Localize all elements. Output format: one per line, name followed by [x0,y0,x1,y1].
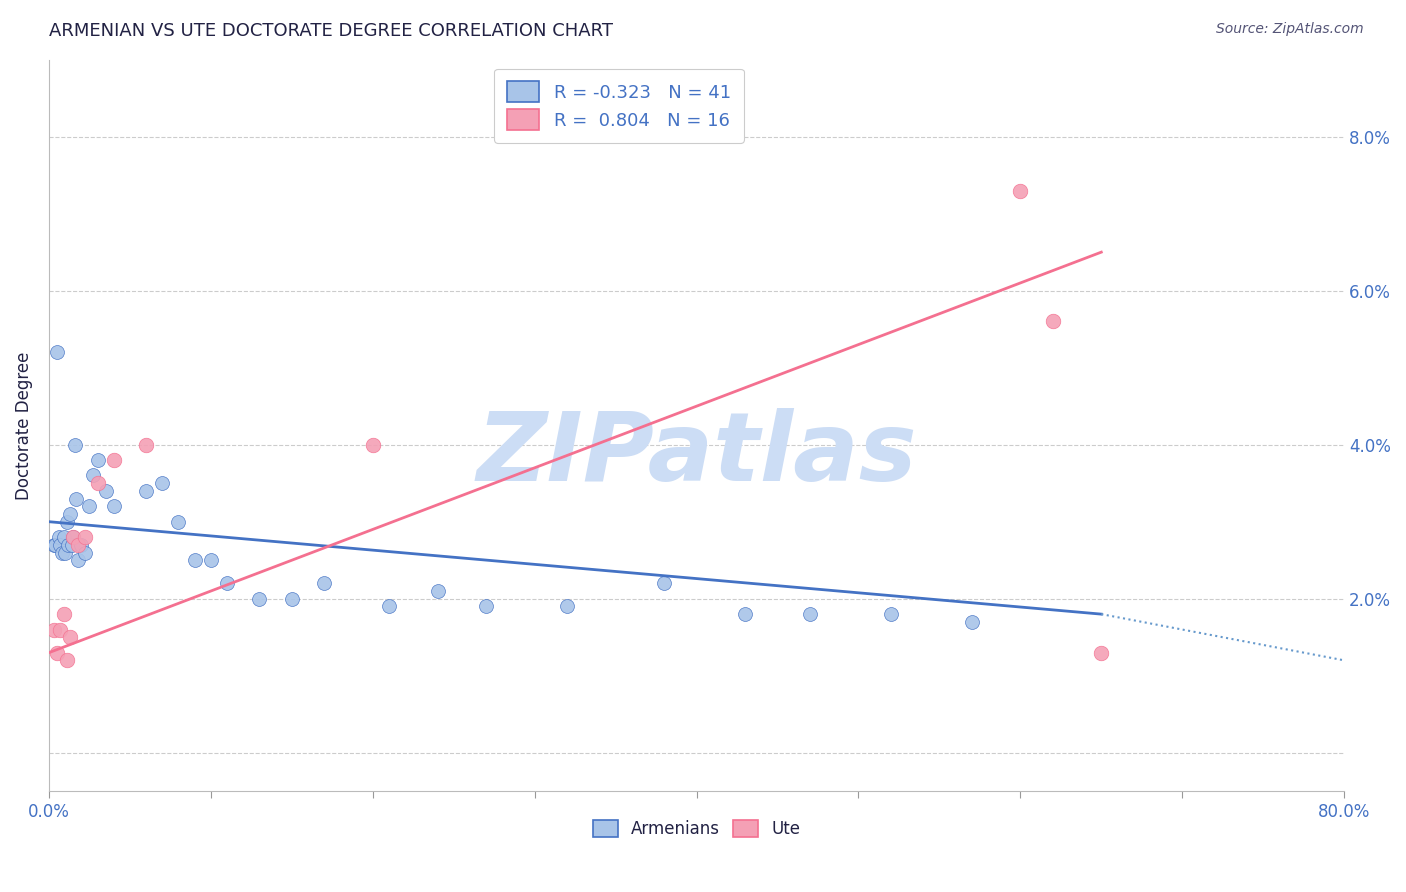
Point [103,453,125,467]
Point [135,483,157,498]
Point [475,599,498,614]
Point [46,345,69,359]
Point [70,538,93,552]
Point [73,530,96,544]
Point [361,438,384,452]
Point [46,646,69,660]
Point [150,476,173,491]
Point [94,483,117,498]
Point [652,576,675,591]
Point [48,530,70,544]
Point [49,538,72,552]
Point [314,576,336,591]
Point [51,545,73,559]
Text: Source: ZipAtlas.com: Source: ZipAtlas.com [1216,22,1364,37]
Point [103,500,125,514]
Point [60,538,83,552]
Point [378,599,401,614]
Point [249,591,271,606]
Point [86,476,108,491]
Point [82,468,104,483]
Point [67,553,90,567]
Point [65,491,87,506]
Point [53,545,76,559]
Point [55,653,77,667]
Point [167,515,190,529]
Point [42,538,65,552]
Point [52,607,75,621]
Point [42,623,65,637]
Point [79,500,101,514]
Point [1042,314,1064,328]
Point [880,607,903,621]
Point [44,538,66,552]
Point [1010,184,1032,198]
Point [183,553,205,567]
Point [734,607,756,621]
Point [49,623,72,637]
Point [215,576,238,591]
Point [73,545,96,559]
Point [799,607,821,621]
Point [67,538,90,552]
Point [1090,646,1112,660]
Point [62,530,84,544]
Point [960,615,983,629]
Point [135,438,157,452]
Point [58,538,80,552]
Point [555,599,578,614]
Point [200,553,222,567]
Point [281,591,304,606]
Point [59,630,82,644]
Text: ARMENIAN VS UTE DOCTORATE DEGREE CORRELATION CHART: ARMENIAN VS UTE DOCTORATE DEGREE CORRELA… [49,22,613,40]
Point [426,584,449,599]
Point [52,530,75,544]
Y-axis label: Doctorate Degree: Doctorate Degree [15,351,32,500]
Text: ZIPatlas: ZIPatlas [477,409,917,501]
Point [63,438,86,452]
Point [55,515,77,529]
Point [59,507,82,521]
Legend: Armenians, Ute: Armenians, Ute [586,814,807,845]
Point [62,530,84,544]
Point [86,453,108,467]
